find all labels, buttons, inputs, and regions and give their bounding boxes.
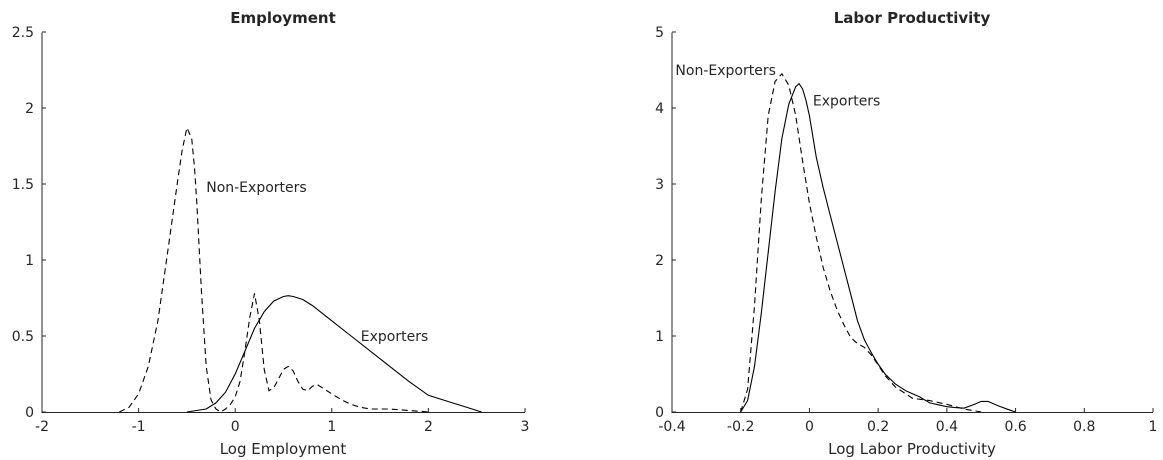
labor-productivity-title: Labor Productivity [834, 9, 991, 27]
employment-annotation-non-exporters: Non-Exporters [206, 180, 306, 196]
labor-productivity-annotation-exporters: Exporters [813, 93, 881, 109]
labor-productivity-y-tick-label: 1 [655, 329, 664, 345]
employment-y-tick-label: 2.5 [12, 25, 34, 41]
labor-productivity-y-tick-label: 3 [655, 177, 664, 193]
employment-y-tick-label: 2 [25, 101, 34, 117]
employment-non-exporters-line [119, 126, 429, 413]
employment-y-tick-label: 0 [25, 405, 34, 421]
employment-x-tick-label: -2 [35, 419, 49, 435]
labor-productivity-x-tick-label: 0.2 [867, 419, 889, 435]
employment-series [119, 126, 482, 413]
employment-x-tick-label: 1 [327, 419, 336, 435]
labor-productivity-non-exporters-line [740, 72, 982, 413]
employment-panel: Employment -2 -1 0 1 2 3 0 0.5 1 1.5 2 2.5 Non-Exp… [12, 9, 530, 458]
labor-productivity-x-ticks: -0.4 -0.2 0 0.2 0.4 0.6 0.8 1 [658, 408, 1157, 435]
employment-x-tick-label: 2 [424, 419, 433, 435]
employment-y-tick-label: 0.5 [12, 329, 34, 345]
labor-productivity-x-tick-label: 0.4 [936, 419, 958, 435]
labor-productivity-y-tick-label: 2 [655, 253, 664, 269]
labor-productivity-series [740, 72, 1016, 413]
labor-productivity-x-tick-label: 1 [1149, 419, 1158, 435]
employment-x-tick-label: -1 [132, 419, 146, 435]
labor-productivity-x-tick-label: -0.2 [727, 419, 754, 435]
employment-x-axis-label: Log Employment [220, 440, 347, 458]
labor-productivity-panel: Labor Productivity -0.4 -0.2 0 0.2 0.4 0.6 0.8… [655, 9, 1157, 458]
employment-x-tick-label: 3 [521, 419, 530, 435]
employment-x-ticks: -2 -1 0 1 2 3 [35, 408, 529, 435]
employment-annotation-exporters: Exporters [361, 329, 429, 345]
employment-y-tick-label: 1.5 [12, 177, 34, 193]
employment-y-ticks: 0 0.5 1 1.5 2 2.5 [12, 25, 46, 421]
labor-productivity-y-tick-label: 5 [655, 25, 664, 41]
labor-productivity-x-tick-label: 0 [805, 419, 814, 435]
labor-productivity-exporters-line [740, 82, 1016, 413]
labor-productivity-annotation-non-exporters: Non-Exporters [675, 63, 775, 79]
labor-productivity-x-axis-label: Log Labor Productivity [828, 440, 996, 458]
labor-productivity-axes-frame [671, 32, 1153, 413]
employment-y-tick-label: 1 [25, 253, 34, 269]
labor-productivity-y-tick-label: 4 [655, 101, 664, 117]
labor-productivity-x-tick-label: 0.6 [1004, 419, 1026, 435]
employment-axes-frame [41, 32, 525, 413]
labor-productivity-x-tick-label: -0.4 [658, 419, 685, 435]
labor-productivity-y-ticks: 0 1 2 3 4 5 [655, 25, 676, 421]
labor-productivity-y-tick-label: 0 [655, 405, 664, 421]
labor-productivity-x-tick-label: 0.8 [1073, 419, 1095, 435]
employment-x-tick-label: 0 [231, 419, 240, 435]
employment-title: Employment [230, 9, 336, 27]
employment-exporters-line [186, 295, 482, 413]
